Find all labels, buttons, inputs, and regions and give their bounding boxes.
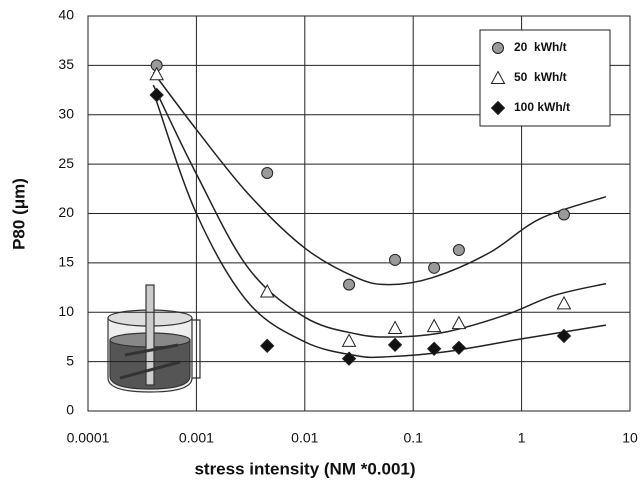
x-tick-label: 0.001: [179, 430, 214, 446]
legend-marker: [490, 100, 506, 116]
point: [389, 253, 402, 266]
x-axis-label: stress intensity (NM *0.001): [194, 459, 415, 478]
y-tick-label: 25: [58, 155, 74, 171]
fit-curve: [152, 84, 607, 338]
legend-label: 100 kWh/t: [514, 100, 570, 114]
mill-illustration: [107, 284, 201, 393]
y-tick-label: 20: [58, 204, 74, 220]
legend-label: 20 kWh/t: [514, 40, 567, 54]
point: [341, 351, 357, 366]
point: [556, 295, 572, 310]
fit-curve: [152, 71, 607, 286]
y-tick-label: 40: [58, 7, 74, 23]
point: [387, 320, 403, 335]
x-tick-label: 0.1: [403, 430, 423, 446]
x-tick-label: 0.0001: [67, 430, 110, 446]
y-tick-label: 5: [66, 352, 74, 368]
y-tick-label: 15: [58, 254, 74, 270]
point: [426, 341, 442, 356]
point: [452, 244, 465, 257]
point: [557, 208, 570, 221]
point: [341, 333, 357, 347]
point: [556, 328, 572, 344]
point: [343, 278, 356, 291]
point: [451, 340, 467, 356]
y-tick-label: 30: [58, 105, 74, 121]
point: [426, 318, 442, 333]
plot-frame: [87, 15, 631, 412]
point: [387, 337, 403, 353]
x-tick-label: 1: [518, 430, 526, 446]
x-tick-label: 10: [622, 430, 638, 446]
point: [260, 338, 275, 354]
y-tick-label: 10: [58, 303, 74, 319]
point: [149, 87, 164, 103]
point: [451, 315, 467, 330]
y-tick-label: 35: [58, 56, 74, 72]
point: [259, 283, 275, 298]
legend-marker: [492, 42, 504, 54]
y-axis-label: P80 (μm): [9, 178, 28, 250]
point: [149, 66, 165, 81]
legend-label: 50 kWh/t: [514, 70, 567, 84]
point: [428, 261, 441, 274]
point: [261, 167, 274, 180]
legend-marker: [490, 70, 506, 84]
y-tick-label: 0: [66, 402, 74, 418]
x-tick-label: 0.01: [291, 430, 318, 446]
